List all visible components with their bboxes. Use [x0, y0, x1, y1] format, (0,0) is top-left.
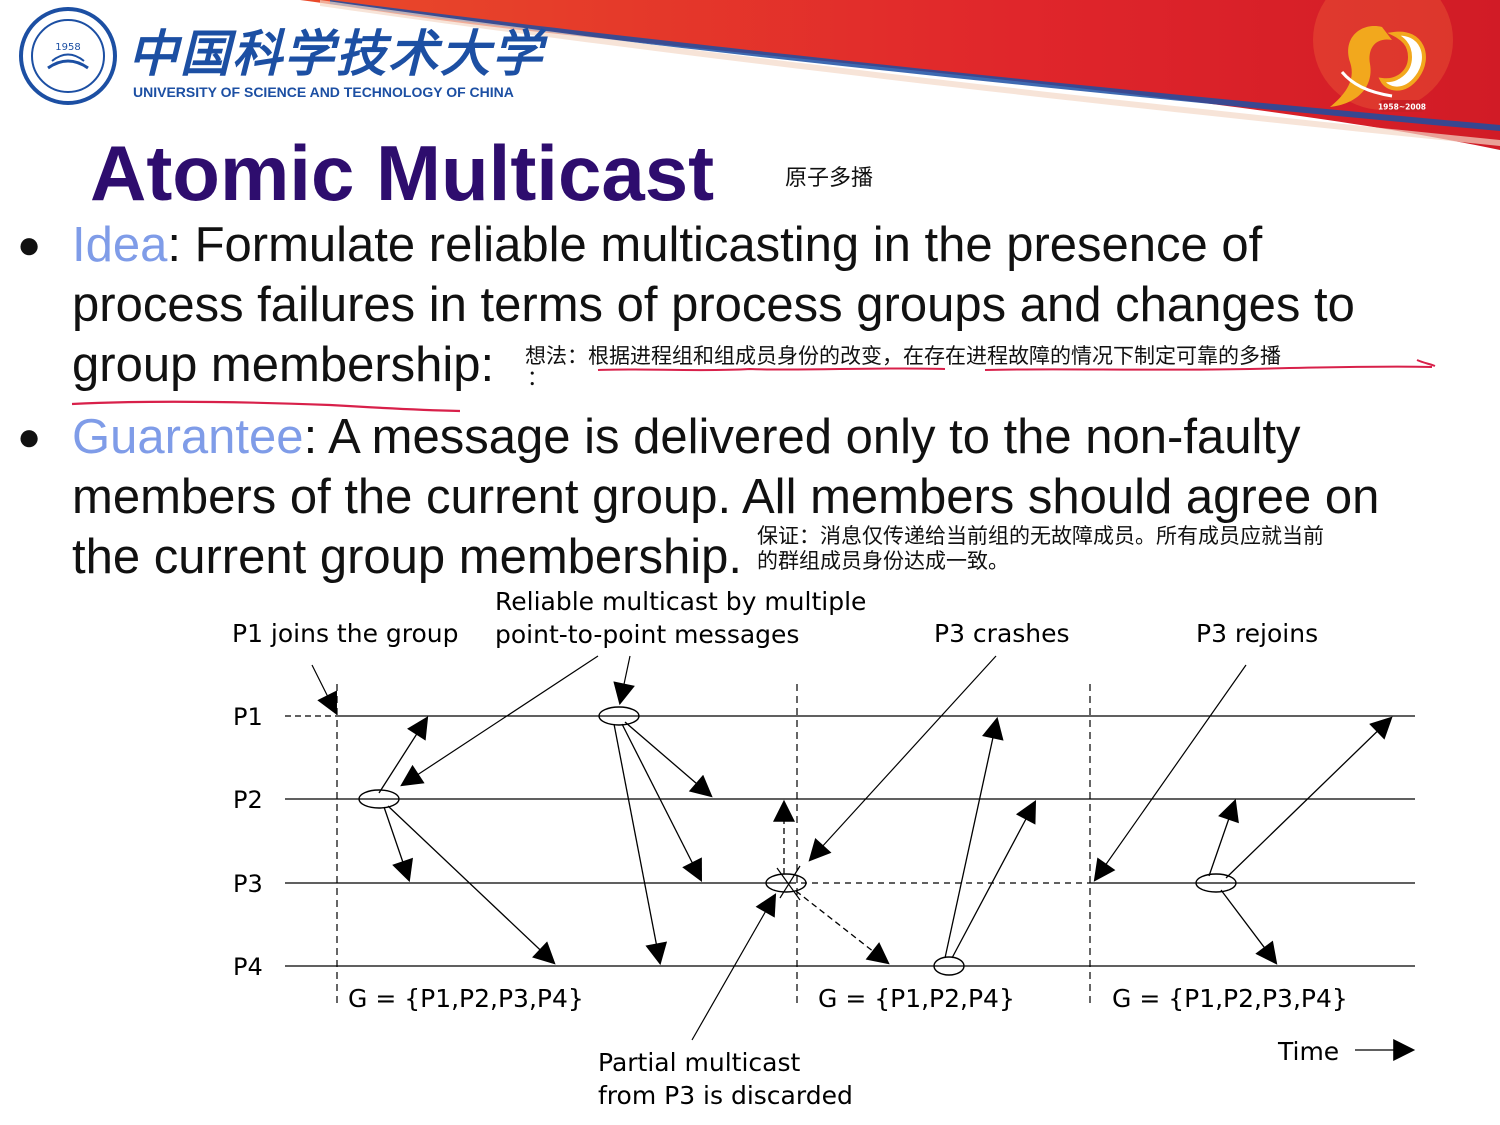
send-ellipse-p1	[598, 706, 640, 726]
pointer-reliable-to-p1	[613, 655, 635, 706]
university-name-en: UNIVERSITY OF SCIENCE AND TECHNOLOGY OF …	[133, 84, 514, 100]
process-label-p1: P1	[233, 703, 263, 731]
send-ellipse-p2	[358, 789, 400, 809]
bullet-guarantee: ● Guarantee: A message is delivered only…	[17, 407, 1380, 587]
process-label-p3: P3	[233, 870, 263, 898]
caption-partial-line2: from P3 is discarded	[598, 1081, 853, 1110]
caption-p3-crashes: P3 crashes	[934, 619, 1070, 648]
header-white-stripe	[320, 0, 1500, 146]
msg-p3-to-p4	[1220, 889, 1278, 965]
keyword-idea: Idea	[72, 218, 168, 272]
caption-reliable-line2: point-to-point messages	[495, 620, 799, 649]
guarantee-note-cn-line2: 的群组成员身份达成一致。	[757, 549, 1009, 573]
header-blue-stripe	[330, 0, 1500, 131]
crash-mark-b	[779, 865, 801, 899]
seal-year: 1958	[55, 42, 80, 53]
idea-note-cn-tail: ：	[527, 366, 548, 390]
bullet-guarantee-line1: Guarantee: A message is delivered only t…	[72, 407, 1379, 467]
annotation-underlines	[71, 359, 1436, 413]
idea-note-cn: 想法：根据进程组和组成员身份的改变，在存在进程故障的情况下制定可靠的多播	[525, 344, 1281, 368]
process-timelines	[285, 715, 1415, 967]
msg-p2-to-p4	[387, 805, 556, 965]
group-view-3: G = {P1,P2,P3,P4}	[1112, 984, 1348, 1013]
pointer-p3-crashes	[808, 655, 997, 862]
bullet-idea-line2: process failures in terms of process gro…	[72, 278, 1355, 332]
bullet-guarantee-line3: the current group membership.	[72, 530, 742, 584]
process-label-p2: P2	[233, 786, 263, 814]
send-ellipse-p3-rejoin	[1195, 873, 1237, 893]
pointer-p1-joins	[311, 664, 337, 715]
header-band	[300, 0, 1500, 150]
university-name-cn: 中国科学技术大学	[128, 24, 544, 83]
pointer-partial	[691, 893, 777, 1041]
caption-reliable-line1: Reliable multicast by multiple	[495, 587, 866, 616]
process-label-p4: P4	[233, 953, 263, 981]
bullet-guarantee-line1-text: : A message is delivered only to the non…	[303, 410, 1301, 464]
msg-p1-to-p2	[624, 721, 713, 798]
group-view-1: G = {P1,P2,P3,P4}	[348, 984, 584, 1013]
msg-p1-to-p3	[621, 723, 702, 882]
bullet-dot-icon: ●	[17, 223, 42, 267]
msg-p2-to-p1	[378, 716, 429, 794]
caption-p1-joins: P1 joins the group	[232, 619, 459, 648]
slide-title: Atomic Multicast	[90, 129, 715, 217]
university-seal-icon: 1958	[19, 7, 117, 105]
bullet-idea-line3: group membership:	[72, 338, 495, 392]
pointer-p3-rejoins	[1093, 664, 1247, 882]
msg-partial-p3-to-p4	[795, 890, 890, 965]
slide-title-cn: 原子多播	[785, 166, 874, 191]
send-ellipse-p3-crash	[765, 873, 807, 893]
send-ellipse-p4	[933, 956, 965, 976]
bullet-guarantee-line2: members of the current group. All member…	[72, 470, 1380, 524]
bullet-idea: ● Idea: Formulate reliable multicasting …	[17, 215, 1355, 395]
keyword-guarantee: Guarantee	[72, 410, 304, 464]
caption-partial-line1: Partial multicast	[598, 1048, 800, 1077]
msg-p4-to-p1	[944, 716, 1004, 959]
bullet-idea-line1: Idea: Formulate reliable multicasting in…	[72, 215, 1355, 275]
anniversary-emblem-icon: 1958~2008	[1330, 26, 1426, 112]
msg-p3-to-p2	[1208, 798, 1239, 877]
anniversary-years: 1958~2008	[1378, 103, 1426, 112]
caption-time: Time	[1277, 1037, 1339, 1066]
msg-p3-to-p1	[1225, 716, 1393, 879]
bullet-idea-line1-text: : Formulate reliable multicasting in the…	[167, 218, 1263, 272]
guarantee-note-cn-line1: 保证：消息仅传递给当前组的无故障成员。所有成员应就当前	[757, 524, 1324, 548]
msg-p4-to-p2	[951, 800, 1037, 959]
bullet-dot-icon: ●	[17, 415, 42, 459]
group-view-2: G = {P1,P2,P4}	[818, 984, 1015, 1013]
caption-p3-rejoins: P3 rejoins	[1196, 619, 1318, 648]
msg-p1-to-p4	[613, 723, 668, 966]
msg-p2-to-p3	[383, 806, 413, 883]
pointer-reliable-to-p2	[400, 655, 599, 787]
